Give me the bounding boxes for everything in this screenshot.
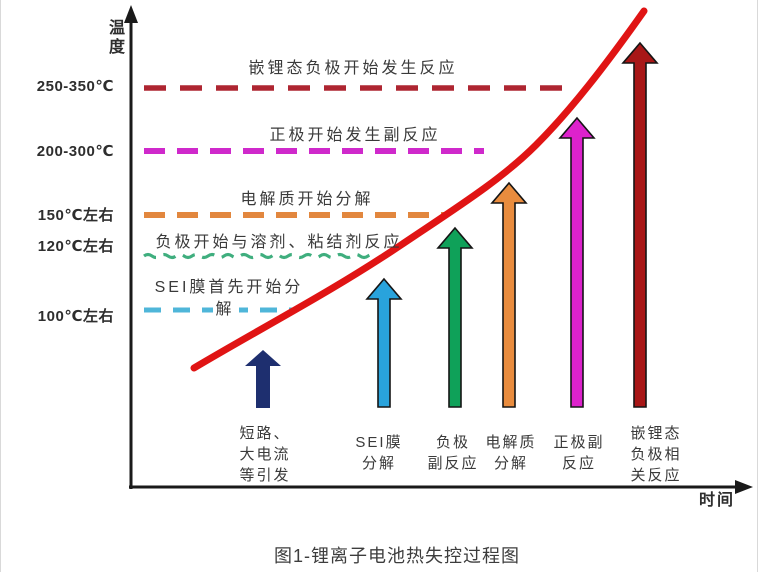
- stage-label-electrolyte-line-2: 分解: [494, 455, 528, 472]
- threshold-event-labels: 嵌锂态负极开始发生反应 正极开始发生副反应 电解质开始分解 负极开始与溶剂、粘结…: [155, 58, 457, 318]
- event-label-anode-solvent: 负极开始与溶剂、粘结剂反应: [155, 232, 402, 251]
- stage-label-anode-line-1: 负极: [436, 434, 470, 451]
- tick-200-300: 200-300℃: [37, 143, 114, 160]
- arrow-cathode-side-reaction: [558, 116, 596, 408]
- stage-label-anode-line-2: 副反应: [427, 454, 478, 472]
- stage-labels: 短路、 大电流 等引发 SEI膜 分解 负极 副反应 电解质 分解 正极副 反应…: [239, 425, 681, 484]
- arrow-anode-side-reaction: [436, 226, 474, 408]
- stage-label-sei-line-1: SEI膜: [355, 434, 402, 451]
- event-label-anode-intercalated: 嵌锂态负极开始发生反应: [248, 58, 457, 77]
- arrow-electrolyte-decomposition: [490, 181, 528, 408]
- tick-120: 120℃左右: [38, 237, 114, 255]
- stage-label-cathode-line-1: 正极副: [553, 434, 604, 451]
- tick-100: 100℃左右: [38, 307, 114, 325]
- stage-label-intercalated-line-1: 嵌锂态: [630, 425, 681, 442]
- stage-label-cathode-line-2: 反应: [562, 454, 596, 472]
- arrow-trigger-short-circuit: [245, 350, 281, 408]
- y-axis-label-char-2: 度: [109, 37, 127, 56]
- x-axis-label: 时间: [699, 490, 735, 509]
- threshold-line-anode-solvent: [143, 252, 377, 260]
- axes: [124, 5, 753, 494]
- tick-250-350: 250-350℃: [37, 78, 114, 95]
- stage-label-trigger-line-3: 等引发: [239, 466, 290, 484]
- thermal-runaway-chart: 温 度 时间 250-350℃ 200-300℃ 150℃左右 120℃左右 1…: [37, 5, 753, 509]
- tick-150: 150℃左右: [38, 206, 114, 224]
- event-label-electrolyte: 电解质开始分解: [240, 190, 373, 208]
- event-label-sei-line-2: 解: [215, 300, 234, 318]
- figure-caption: 图1-锂离子电池热失控过程图: [273, 546, 520, 566]
- stage-label-intercalated-line-3: 关反应: [630, 466, 681, 484]
- event-label-sei-line-1: SEI膜首先开始分: [155, 278, 304, 296]
- stage-label-trigger-line-1: 短路、: [239, 425, 290, 442]
- stage-label-intercalated-line-2: 负极相: [630, 446, 681, 463]
- event-label-cathode: 正极开始发生副反应: [269, 125, 440, 144]
- arrow-sei-decomposition: [365, 277, 403, 408]
- x-axis-arrowhead-icon: [735, 480, 753, 494]
- temperature-ticks: 250-350℃ 200-300℃ 150℃左右 120℃左右 100℃左右: [37, 78, 114, 325]
- temperature-curve: [190, 7, 648, 372]
- stage-label-electrolyte-line-1: 电解质: [485, 434, 536, 451]
- y-axis-arrowhead-icon: [124, 5, 138, 23]
- threshold-lines: [143, 85, 568, 314]
- stage-label-sei-line-2: 分解: [362, 455, 396, 472]
- y-axis-label-char-1: 温: [108, 19, 127, 37]
- stage-arrows: [245, 41, 659, 408]
- sei-label-backplate: [213, 297, 239, 314]
- stage-label-trigger-line-2: 大电流: [239, 446, 290, 463]
- arrow-intercalated-anode-reaction: [621, 41, 659, 408]
